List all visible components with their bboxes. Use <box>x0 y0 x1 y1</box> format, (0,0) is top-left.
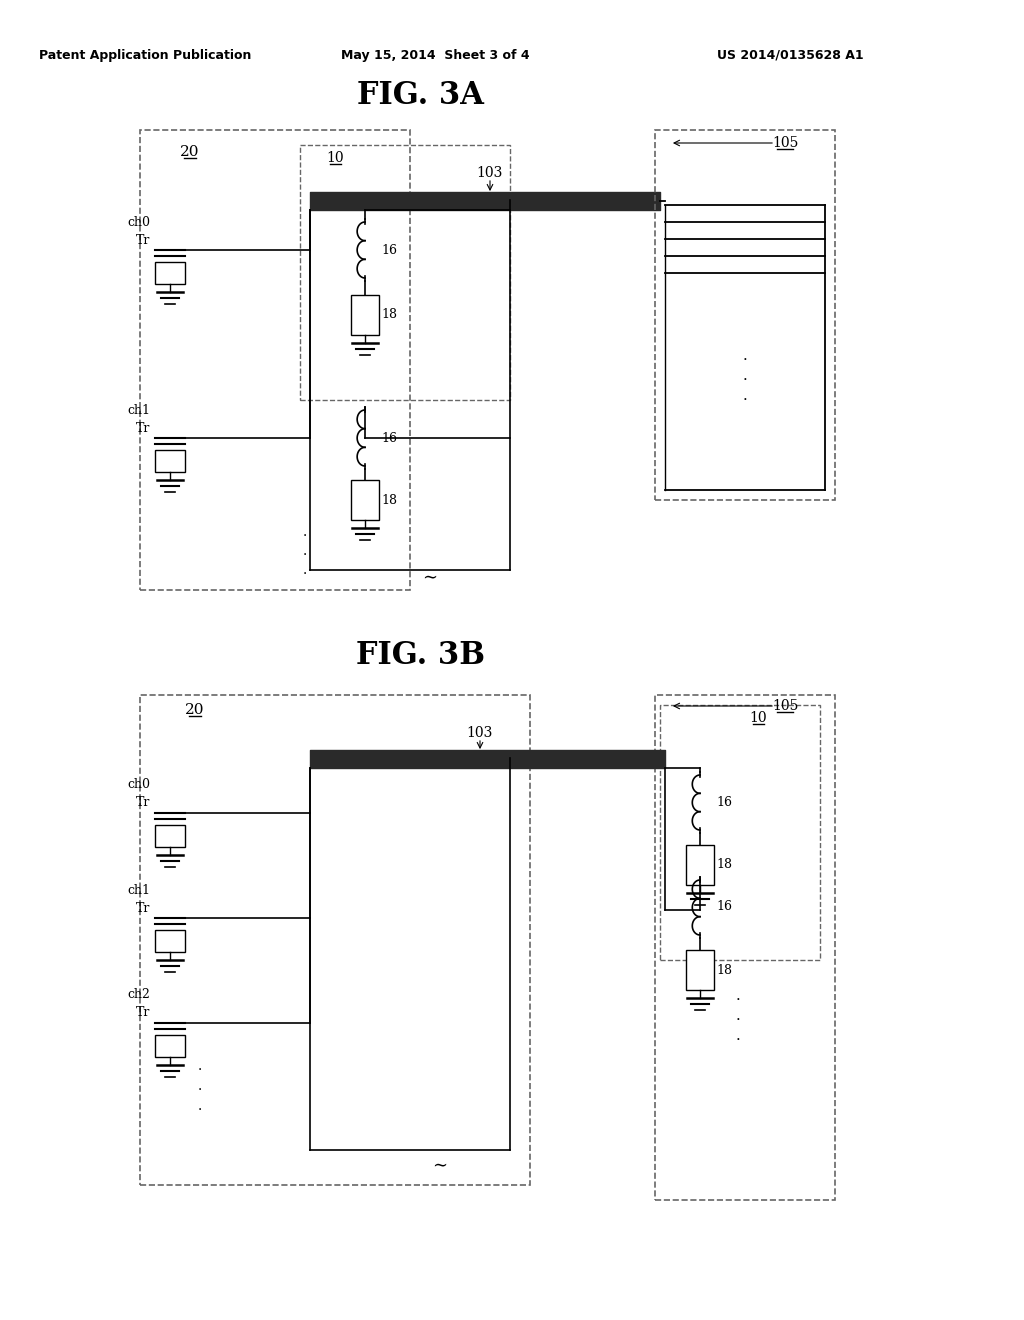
Bar <box>655 129 835 500</box>
Bar <box>351 480 379 520</box>
Text: Tr: Tr <box>135 421 150 434</box>
Bar <box>155 450 185 473</box>
Text: 18: 18 <box>716 858 732 871</box>
Text: 18: 18 <box>381 309 397 322</box>
Bar <box>655 696 835 1200</box>
Bar <box>140 696 530 1185</box>
Text: Tr: Tr <box>135 1006 150 1019</box>
Text: Patent Application Publication: Patent Application Publication <box>39 49 251 62</box>
Text: FIG. 3A: FIG. 3A <box>356 79 483 111</box>
Text: Tr: Tr <box>135 234 150 247</box>
Text: 10: 10 <box>327 150 344 165</box>
Bar <box>300 145 510 400</box>
Text: ·
·
·: · · · <box>198 1064 202 1117</box>
Text: 105: 105 <box>772 136 798 150</box>
Text: Tr: Tr <box>135 902 150 915</box>
Text: 16: 16 <box>716 900 732 913</box>
Text: 10: 10 <box>750 711 767 725</box>
Bar <box>140 129 410 590</box>
Text: ch1: ch1 <box>127 883 150 896</box>
Text: US 2014/0135628 A1: US 2014/0135628 A1 <box>717 49 863 62</box>
Text: May 15, 2014  Sheet 3 of 4: May 15, 2014 Sheet 3 of 4 <box>341 49 529 62</box>
Text: 20: 20 <box>180 145 200 158</box>
Text: ·
·
·: · · · <box>742 354 748 407</box>
Text: 105: 105 <box>772 700 798 713</box>
Bar <box>155 1035 185 1057</box>
Text: ch0: ch0 <box>127 779 150 792</box>
Bar <box>660 705 820 960</box>
Text: 103: 103 <box>477 166 503 180</box>
Text: ·
·
·: · · · <box>735 994 740 1047</box>
Text: ch2: ch2 <box>127 989 150 1002</box>
Text: ∼: ∼ <box>423 568 437 586</box>
Text: 16: 16 <box>381 432 397 445</box>
Text: ch1: ch1 <box>127 404 150 417</box>
Text: 18: 18 <box>716 964 732 977</box>
Bar <box>686 950 714 990</box>
Text: 20: 20 <box>185 704 205 717</box>
Bar <box>686 845 714 884</box>
Bar <box>155 261 185 284</box>
Text: 16: 16 <box>716 796 732 808</box>
Bar <box>351 294 379 335</box>
Text: ∼: ∼ <box>432 1156 447 1173</box>
Text: FIG. 3B: FIG. 3B <box>355 639 484 671</box>
Text: 103: 103 <box>467 726 494 741</box>
Bar <box>155 931 185 952</box>
Text: Tr: Tr <box>135 796 150 809</box>
Bar <box>155 825 185 847</box>
Text: ch0: ch0 <box>127 215 150 228</box>
Text: ·
·
·: · · · <box>303 528 307 582</box>
Text: 16: 16 <box>381 243 397 256</box>
Text: 18: 18 <box>381 494 397 507</box>
